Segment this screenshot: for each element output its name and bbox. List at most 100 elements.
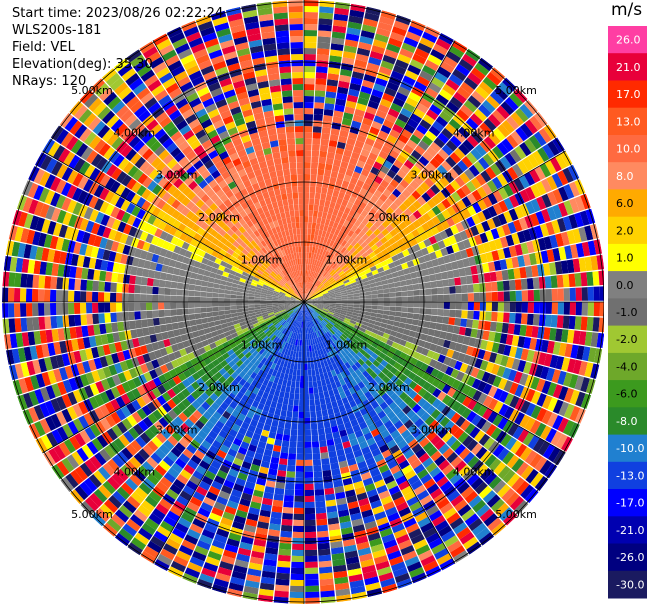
velocity-gate bbox=[539, 289, 546, 301]
velocity-gate bbox=[370, 312, 378, 318]
velocity-gate bbox=[509, 149, 522, 163]
velocity-gate bbox=[493, 461, 507, 476]
velocity-gate bbox=[442, 279, 450, 287]
velocity-gate bbox=[413, 289, 420, 296]
velocity-gate bbox=[353, 304, 360, 308]
velocity-gate bbox=[433, 492, 447, 505]
velocity-gate bbox=[92, 280, 99, 292]
velocity-gate bbox=[385, 324, 393, 331]
velocity-gate bbox=[354, 324, 361, 330]
velocity-gate bbox=[366, 339, 374, 346]
velocity-gate bbox=[439, 264, 447, 273]
velocity-gate bbox=[479, 302, 487, 311]
velocity-gate bbox=[446, 101, 460, 114]
velocity-gate bbox=[450, 224, 459, 235]
velocity-gate bbox=[304, 525, 316, 532]
velocity-gate bbox=[558, 401, 570, 417]
velocity-gate bbox=[352, 114, 364, 123]
velocity-gate bbox=[364, 177, 374, 186]
velocity-gate bbox=[386, 439, 397, 449]
velocity-gate bbox=[304, 459, 313, 466]
velocity-gate bbox=[377, 267, 385, 273]
velocity-gate bbox=[515, 290, 522, 302]
velocity-gate bbox=[298, 405, 304, 413]
velocity-gate bbox=[354, 165, 363, 174]
velocity-gate bbox=[152, 310, 159, 318]
velocity-gate bbox=[485, 230, 494, 242]
velocity-gate bbox=[347, 458, 357, 466]
velocity-gate bbox=[381, 248, 389, 256]
velocity-gate bbox=[492, 444, 505, 458]
velocity-gate bbox=[385, 224, 394, 233]
velocity-gate bbox=[395, 183, 406, 194]
velocity-gate bbox=[307, 289, 311, 295]
velocity-gate bbox=[467, 399, 478, 411]
velocity-gate bbox=[375, 317, 383, 323]
velocity-gate bbox=[488, 352, 498, 363]
velocity-gate bbox=[497, 343, 506, 355]
velocity-gate bbox=[320, 277, 326, 283]
velocity-gate bbox=[438, 459, 450, 471]
velocity-gate bbox=[540, 366, 550, 380]
velocity-gate bbox=[380, 415, 390, 425]
velocity-gate bbox=[417, 42, 432, 54]
velocity-gate bbox=[319, 150, 328, 158]
velocity-gate bbox=[339, 272, 346, 278]
velocity-gate bbox=[490, 498, 505, 513]
velocity-gate bbox=[376, 484, 388, 494]
velocity-gate bbox=[316, 512, 327, 520]
velocity-gate bbox=[321, 132, 330, 140]
velocity-gate bbox=[332, 208, 339, 216]
velocity-gate bbox=[324, 103, 335, 111]
velocity-gate bbox=[347, 294, 354, 298]
velocity-gate bbox=[274, 487, 285, 495]
velocity-gate bbox=[339, 391, 347, 399]
velocity-gate bbox=[436, 164, 448, 176]
velocity-gate bbox=[146, 277, 154, 287]
velocity-gate bbox=[466, 216, 476, 228]
velocity-gate bbox=[320, 584, 335, 592]
velocity-gate bbox=[441, 209, 451, 220]
velocity-gate bbox=[311, 302, 318, 305]
velocity-gate bbox=[352, 290, 360, 294]
velocity-gate bbox=[195, 279, 203, 286]
velocity-gate bbox=[470, 477, 484, 490]
velocity-gate bbox=[334, 393, 342, 401]
velocity-gate bbox=[395, 91, 408, 102]
velocity-gate bbox=[449, 45, 465, 59]
velocity-gate bbox=[570, 344, 579, 359]
velocity-gate bbox=[423, 238, 432, 247]
velocity-gate bbox=[431, 398, 442, 409]
velocity-gate bbox=[428, 125, 441, 137]
velocity-gate bbox=[337, 345, 343, 352]
velocity-gate bbox=[473, 161, 485, 174]
velocity-gate bbox=[440, 271, 449, 280]
velocity-gate bbox=[294, 489, 304, 497]
velocity-gate bbox=[498, 378, 508, 390]
velocity-gate bbox=[400, 415, 410, 425]
velocity-gate bbox=[543, 124, 557, 140]
velocity-gate bbox=[344, 329, 351, 335]
velocity-gate bbox=[371, 342, 379, 349]
velocity-gate bbox=[540, 250, 549, 264]
velocity-gate bbox=[365, 404, 374, 413]
velocity-gate bbox=[401, 291, 408, 297]
velocity-gate bbox=[505, 437, 517, 451]
velocity-gate bbox=[401, 334, 409, 341]
velocity-gate bbox=[308, 276, 311, 283]
velocity-gate bbox=[458, 326, 466, 336]
velocity-gate bbox=[334, 203, 341, 211]
velocity-gate bbox=[581, 287, 588, 301]
velocity-gate bbox=[202, 275, 210, 282]
velocity-gate bbox=[423, 254, 432, 262]
velocity-gate bbox=[435, 115, 448, 128]
velocity-gate bbox=[435, 38, 451, 51]
velocity-gate bbox=[390, 383, 400, 393]
velocity-gate bbox=[401, 307, 408, 313]
velocity-gate bbox=[332, 431, 341, 439]
velocity-gate bbox=[329, 306, 336, 309]
velocity-gate bbox=[313, 311, 319, 317]
velocity-gate bbox=[401, 189, 411, 199]
velocity-gate bbox=[338, 191, 346, 200]
velocity-gate bbox=[342, 277, 349, 282]
